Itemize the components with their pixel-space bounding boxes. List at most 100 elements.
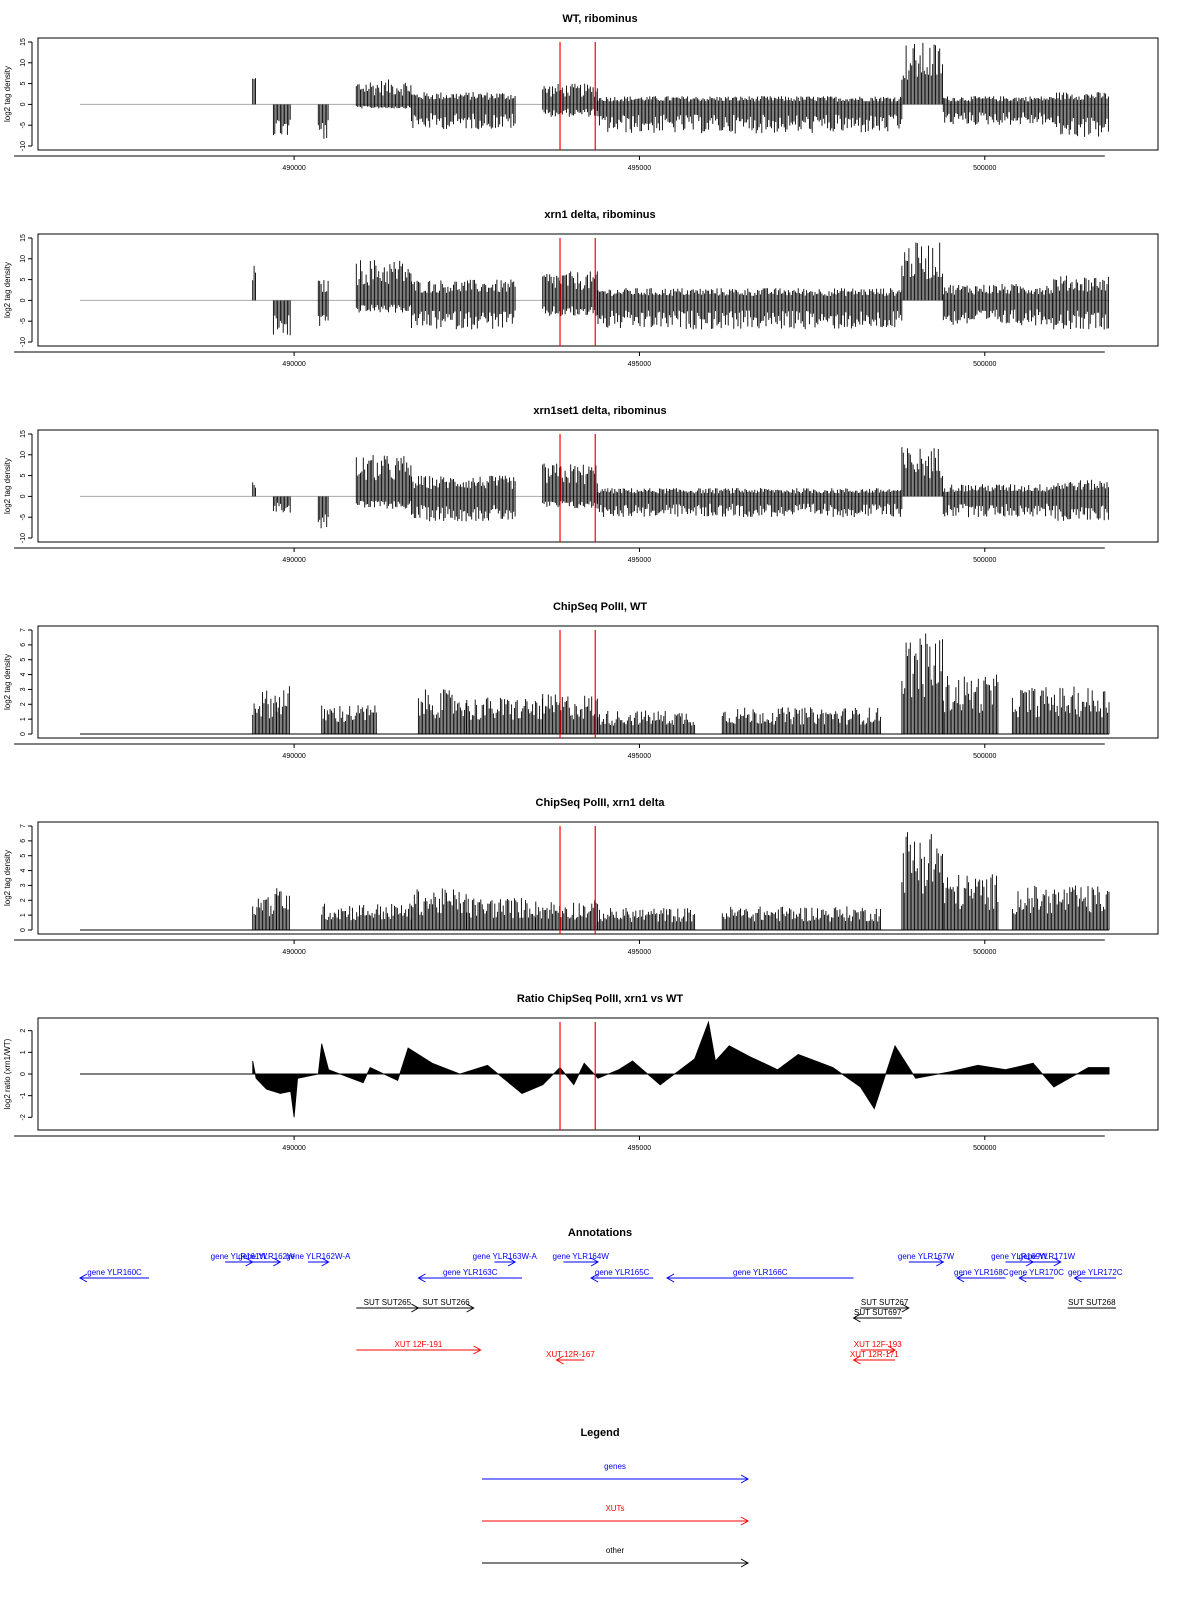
feature-label: XUT 12R-167 [546, 1350, 595, 1359]
feature-label: SUT SUT268 [1068, 1298, 1116, 1307]
density-segment [597, 96, 903, 134]
density-segment [321, 705, 377, 734]
feature-label: gene YLR170C [1009, 1268, 1064, 1277]
density-segment [597, 288, 903, 330]
density-segment [317, 104, 329, 139]
density-segment [942, 874, 999, 930]
y-tick-label: 10 [20, 59, 27, 67]
density-segment [355, 455, 412, 509]
x-tick-label: 495000 [628, 165, 651, 172]
y-tick-label: 1 [20, 717, 27, 721]
arrowhead [417, 1273, 426, 1283]
annotation-feature: gene YLR168C [954, 1268, 1009, 1283]
y-axis-label: log2 tag density [3, 262, 12, 318]
density-segment [901, 832, 943, 930]
feature-label: SUT SUT266 [422, 1298, 470, 1307]
feature-label: SUT SUT265 [364, 1298, 412, 1307]
y-axis-label: log2 tag density [3, 850, 12, 906]
plot-frame [37, 1017, 1159, 1131]
density-segment [355, 260, 412, 313]
annotation-feature: gene YLR163W-A [473, 1252, 538, 1267]
density-segment [901, 633, 943, 734]
density-segment [252, 482, 256, 497]
annotation-feature: SUT SUT268 [1067, 1298, 1116, 1309]
arrowhead [273, 1257, 282, 1267]
arrowhead [956, 1273, 965, 1283]
y-tick-label: 0 [20, 1072, 27, 1076]
y-tick-label: 5 [20, 278, 27, 282]
feature-label: XUT 12R-171 [850, 1350, 899, 1359]
plot-frame [37, 429, 1159, 543]
legend-label: genes [604, 1462, 626, 1471]
y-tick-label: -5 [20, 318, 27, 324]
x-tick-label: 495000 [628, 753, 651, 760]
density-segment [411, 888, 467, 930]
arrowhead [507, 1257, 517, 1267]
feature-label: gene YLR168C [954, 1268, 1009, 1277]
feature-label: gene YLR160C [87, 1268, 142, 1277]
y-tick-label: 1 [20, 913, 27, 917]
density-segment [901, 447, 943, 497]
x-tick-label: 500000 [973, 557, 996, 564]
density-segment [1011, 885, 1110, 930]
density-segment [542, 694, 598, 734]
feature-label: gene YLR167W [898, 1252, 955, 1261]
legend-arrowhead [740, 1474, 750, 1484]
feature-label: gene YLR165C [595, 1268, 650, 1277]
density-segment [542, 83, 598, 117]
arrowhead [936, 1257, 945, 1267]
density-segment [276, 686, 290, 734]
annotation-feature: gene YLR167W [898, 1252, 955, 1267]
y-tick-label: -5 [20, 514, 27, 520]
y-tick-label: 3 [20, 687, 27, 691]
density-segment [901, 242, 943, 301]
panel-1: WT, ribominus -10 -5 0 5 10 15 log2 tag density… [3, 13, 1159, 172]
annotation-feature: SUT SUT266 [418, 1298, 475, 1313]
panel-5: ChipSeq PolII, xrn1 delta 0 1 2 3 4 5 6 7 log2 ta… [3, 797, 1159, 956]
plot-frame [37, 233, 1159, 347]
annotation-feature: gene YLR162W [238, 1252, 295, 1267]
feature-label: gene YLR171W [1019, 1252, 1076, 1261]
arrowhead [1053, 1257, 1062, 1267]
y-tick-label: -5 [20, 122, 27, 128]
arrowhead [321, 1257, 330, 1267]
y-axis-label: log2 tag density [3, 66, 12, 122]
x-tick-label: 495000 [628, 949, 651, 956]
annotation-feature: gene YLR172C [1068, 1268, 1123, 1283]
y-tick-label: -2 [20, 1114, 27, 1120]
y-tick-label: 6 [20, 839, 27, 843]
annotation-feature: gene YLR160C [78, 1268, 150, 1283]
x-tick-label: 500000 [973, 165, 996, 172]
annotation-feature: gene YLR165C [590, 1268, 654, 1283]
x-tick-label: 495000 [628, 1145, 651, 1152]
y-tick-label: 15 [20, 38, 27, 46]
y-tick-label: 0 [20, 298, 27, 302]
annotation-feature: gene YLR164W [553, 1252, 609, 1267]
density-segment [466, 898, 536, 930]
arrowhead [590, 1257, 600, 1267]
y-axis-label: log2 tag density [3, 654, 12, 710]
density-segment [252, 78, 256, 105]
x-tick-label: 500000 [973, 361, 996, 368]
density-segment [1011, 686, 1110, 734]
feature-label: gene YLR163C [443, 1268, 498, 1277]
y-tick-label: 1 [20, 1050, 27, 1054]
density-segment [411, 92, 516, 130]
y-tick-label: 0 [20, 928, 27, 932]
density-segment [942, 96, 1053, 125]
annotation-feature: SUT SUT267 [860, 1298, 910, 1313]
panel-title: xrn1set1 delta, ribominus [533, 405, 666, 417]
legend-title: Legend [580, 1427, 619, 1439]
y-tick-label: 4 [20, 869, 27, 873]
arrowhead [887, 1345, 896, 1355]
y-tick-label: 2 [20, 702, 27, 706]
density-segment [597, 908, 696, 930]
feature-label: gene YLR172C [1068, 1268, 1123, 1277]
annotation-feature: gene YLR170C [1009, 1268, 1064, 1283]
density-segment [272, 496, 291, 513]
feature-label: gene YLR162W [238, 1252, 295, 1261]
y-tick-label: -1 [20, 1092, 27, 1098]
plot-frame [37, 37, 1159, 151]
y-tick-label: 15 [20, 430, 27, 438]
density-segment [321, 903, 412, 930]
